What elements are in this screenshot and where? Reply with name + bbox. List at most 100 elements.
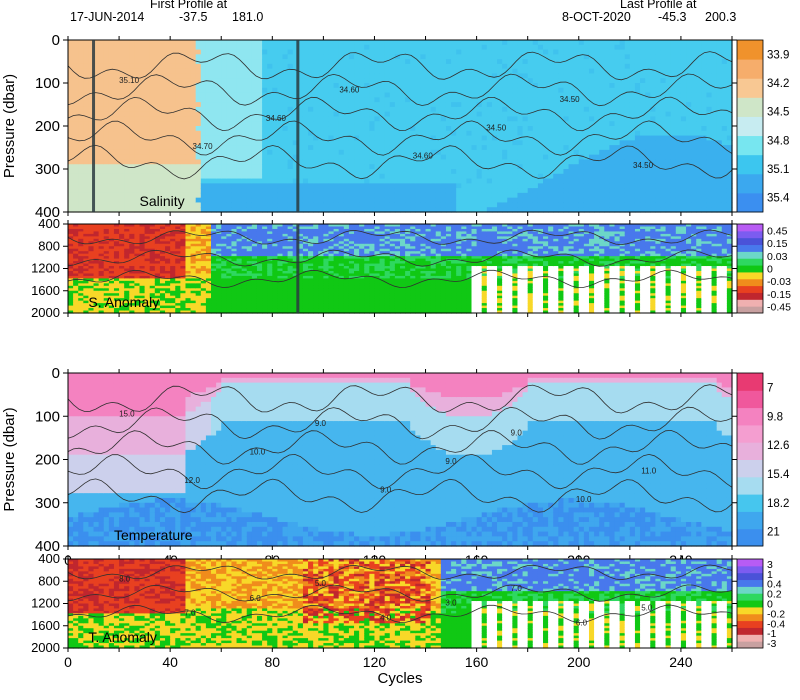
colorbar-swatch <box>737 306 763 314</box>
last-profile-label: Last Profile at <box>620 0 697 11</box>
contour-label: 8.0 <box>119 574 131 583</box>
colorbar-label: -0.03 <box>767 276 791 288</box>
contour-label: 11.0 <box>641 466 657 475</box>
y-tick-label: 1600 <box>31 283 60 298</box>
x-tick-label: 80 <box>265 654 281 670</box>
data-streak <box>296 40 300 212</box>
first-profile-lon: 181.0 <box>232 10 264 24</box>
colorbar-label: -1 <box>767 628 776 640</box>
contour-label: 12.0 <box>184 476 200 485</box>
colorbar-swatch <box>737 285 763 293</box>
colorbar-swatch <box>737 265 763 273</box>
y-tick-label: 1600 <box>31 618 60 633</box>
colorbar-label: 0.45 <box>767 225 788 237</box>
y-tick-label: 0 <box>52 365 60 382</box>
colorbar-temperature: 7 9.8 12.6 15.4 18.2 21 <box>736 372 790 547</box>
x-tick-label: 160 <box>465 654 489 670</box>
contours-temperature-anomaly <box>67 564 733 624</box>
colorbar-label: -3 <box>767 638 776 650</box>
colorbar-swatch <box>737 600 763 608</box>
x-tick-label: 0 <box>64 654 72 670</box>
colorbar-label: 35.4 <box>767 193 790 205</box>
y-tick-label: 2000 <box>31 305 60 320</box>
first-profile-label: First Profile at <box>150 0 228 11</box>
colorbar-label: 21 <box>767 527 780 539</box>
y-tick-label: 400 <box>35 204 60 221</box>
x-tick-label: 240 <box>669 654 693 670</box>
data-streak <box>92 40 96 212</box>
colorbar-swatch <box>737 494 763 512</box>
contours-salinity-anomaly <box>67 229 733 289</box>
colorbar-label: 0 <box>767 599 773 611</box>
last-profile-lon: 200.3 <box>705 10 737 24</box>
panel-title-salinity-anomaly: S. Anomaly <box>88 294 159 310</box>
contour-label: 9.0 <box>445 457 457 466</box>
colorbar-frame <box>736 223 764 314</box>
colorbar-swatch <box>737 59 763 79</box>
contour-label: 34.50 <box>633 161 654 170</box>
y-tick-label: 200 <box>35 452 60 469</box>
colorbar-label: 0.03 <box>767 251 788 263</box>
colorbar-swatch <box>737 424 763 443</box>
colorbar-label: -0.15 <box>767 289 791 301</box>
colorbar-swatch <box>737 373 763 391</box>
y-tick-label: 0 <box>52 32 60 49</box>
colorbar-swatch <box>737 237 763 246</box>
contours-salinity <box>67 51 733 180</box>
last-profile-date: 8-OCT-2020 <box>562 10 631 24</box>
colorbar-label: 34.8 <box>767 135 789 147</box>
colorbar-label: -0.4 <box>767 618 785 630</box>
colorbar-label: 9.8 <box>767 411 783 423</box>
colorbar-swatch <box>737 251 763 259</box>
contour-label: 9.0 <box>511 428 523 437</box>
y-axis-label: Pressure (dbar) <box>1 407 18 511</box>
panel-title-salinity: Salinity <box>140 193 185 209</box>
y-tick-label: 400 <box>35 538 60 555</box>
y-tick-label: 200 <box>35 118 60 135</box>
colorbar-swatch <box>737 271 763 280</box>
y-tick-label: 1200 <box>31 596 60 611</box>
colorbar-swatch <box>737 258 763 266</box>
y-tick-label: 300 <box>35 161 60 178</box>
x-tick-label: 40 <box>162 654 178 670</box>
colorbar-label: 3 <box>767 559 773 571</box>
colorbar-swatch <box>737 641 763 649</box>
y-tick-label: 400 <box>38 216 60 231</box>
x-axis-label: Cycles <box>377 670 422 687</box>
colorbar-swatch <box>737 511 763 530</box>
first-profile-date: 17-JUN-2014 <box>70 10 145 24</box>
colorbar-swatch <box>737 593 763 601</box>
colorbar-label: 15.4 <box>767 469 790 481</box>
colorbar-label: 0.2 <box>767 589 782 601</box>
x-tick-label: 120 <box>363 654 387 670</box>
contour-label: 4.0 <box>380 613 392 622</box>
colorbar-label: 0.15 <box>767 238 788 250</box>
colorbar-label: -0.45 <box>767 302 791 314</box>
contour-label: 9.0 <box>380 485 392 494</box>
y-tick-label: 2000 <box>31 640 60 655</box>
field-salinity: 35.10 34.70 34.60 34.60 34.60 34.50 34.50 34.50 <box>68 40 733 213</box>
colorbar-swatch <box>737 442 763 460</box>
y-tick-label: 100 <box>35 408 60 425</box>
contour-label: 5.0 <box>315 579 327 588</box>
colorbar-swatch <box>737 292 763 300</box>
contour-label: 35.10 <box>119 76 140 85</box>
colorbar-frame <box>736 372 764 547</box>
contour-label: 10.0 <box>576 495 592 504</box>
field-temperature-anomaly: 8.07.06.05.04.03.07.06.05.0 <box>68 559 733 649</box>
colorbar-swatch <box>737 559 763 567</box>
y-tick-label: 400 <box>38 551 60 566</box>
last-profile-lat: -45.3 <box>658 10 687 24</box>
colorbar-swatch <box>737 135 763 156</box>
field-salinity-anomaly <box>68 224 733 314</box>
contour-label: 34.60 <box>266 114 287 123</box>
contour-label: 6.0 <box>250 594 262 603</box>
colorbar-frame <box>736 39 764 213</box>
colorbar-label: 34.2 <box>767 78 789 90</box>
contour-label: 34.50 <box>560 95 581 104</box>
colorbar-swatch <box>737 407 763 426</box>
first-profile-lat: -37.5 <box>179 10 208 24</box>
contour-label: 34.70 <box>193 142 214 151</box>
colorbar-salinity-anomaly: 0.450.150.030-0.03-0.15-0.45 <box>736 223 791 314</box>
field-temperature: 15.0 12.0 10.0 9.0 9.0 9.0 9.0 10.0 11.0 <box>68 373 733 547</box>
